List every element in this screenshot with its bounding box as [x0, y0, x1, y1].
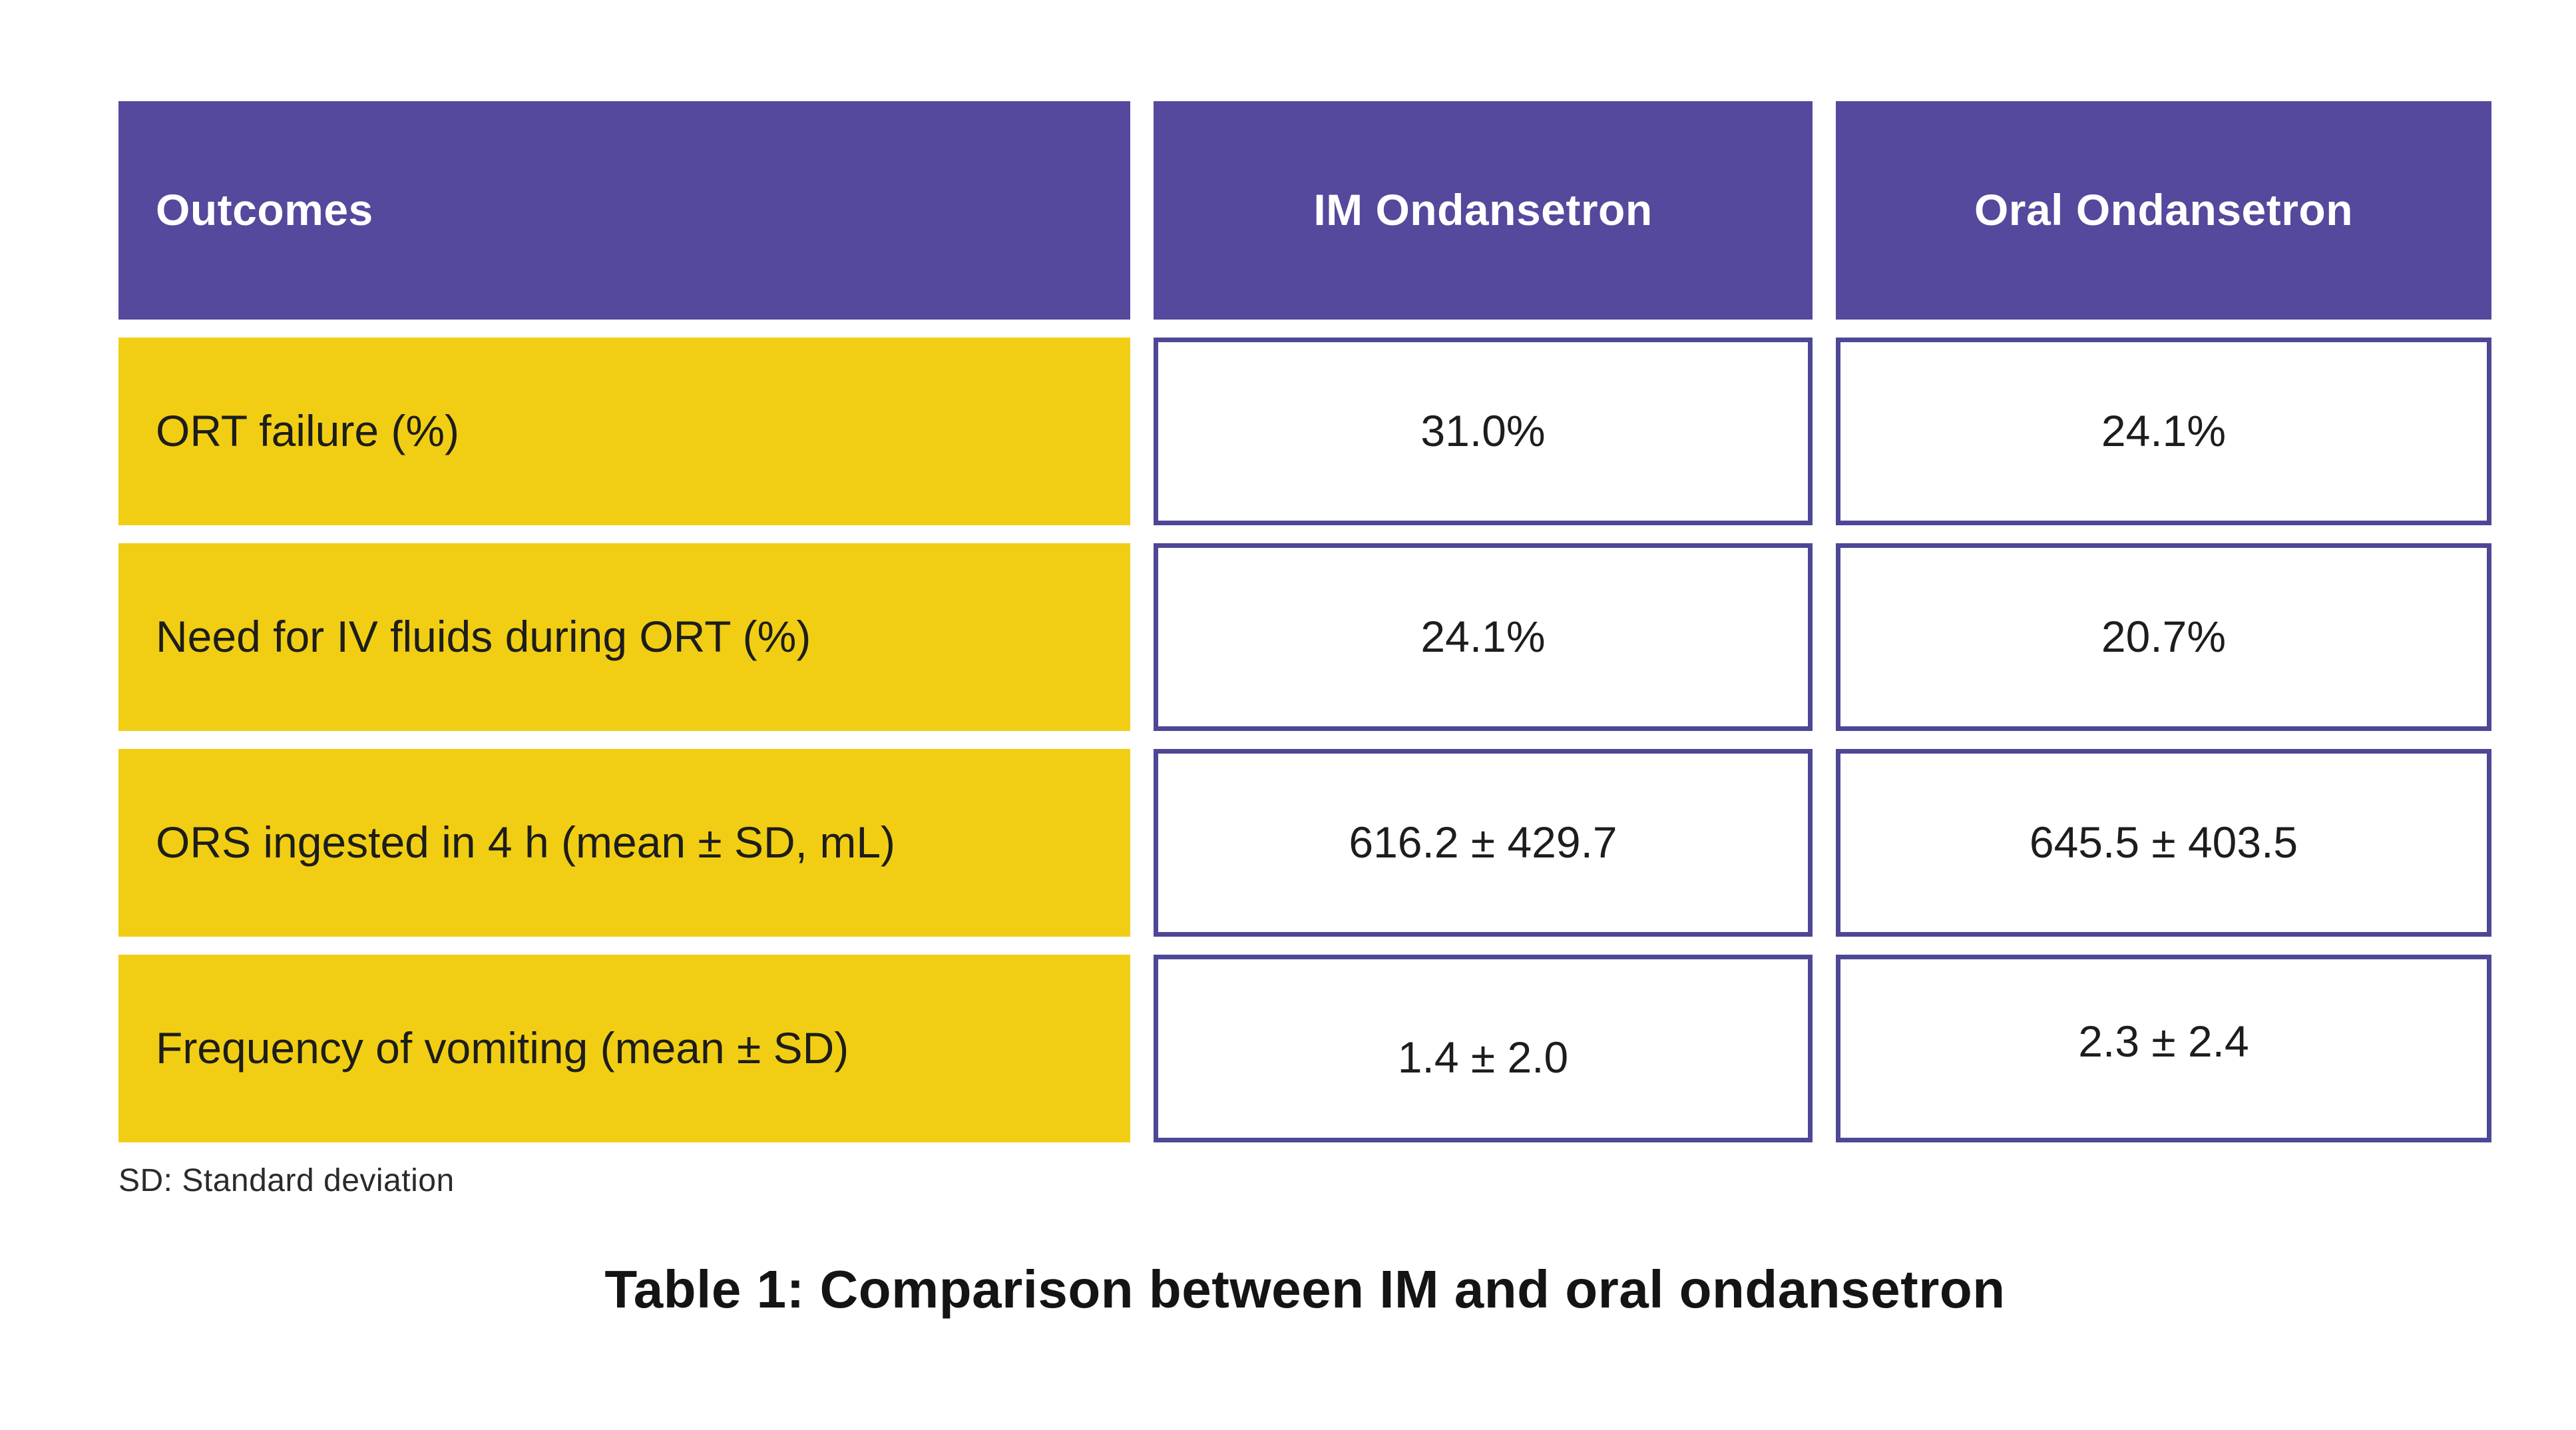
value-cell-im: 24.1% — [1154, 543, 1813, 731]
value-text: 24.1% — [1420, 612, 1546, 662]
row-label: Need for IV fluids during ORT (%) — [156, 612, 811, 662]
table-figure: Outcomes IM Ondansetron Oral Ondansetron… — [118, 101, 2491, 1320]
row-label-cell: ORT failure (%) — [118, 338, 1130, 525]
value-text: 31.0% — [1420, 406, 1546, 456]
value-cell-im: 1.4 ± 2.0 — [1154, 955, 1813, 1142]
value-text: 2.3 ± 2.4 — [2078, 1017, 2249, 1067]
value-cell-im: 31.0% — [1154, 338, 1813, 525]
value-cell-oral: 24.1% — [1836, 338, 2491, 525]
row-label-cell: Frequency of vomiting (mean ± SD) — [118, 955, 1130, 1142]
row-label: Frequency of vomiting (mean ± SD) — [156, 1023, 849, 1073]
value-cell-oral: 2.3 ± 2.4 — [1836, 955, 2491, 1142]
row-label-cell: ORS ingested in 4 h (mean ± SD, mL) — [118, 749, 1130, 937]
value-cell-oral: 20.7% — [1836, 543, 2491, 731]
header-outcomes-label: Outcomes — [156, 185, 373, 235]
header-cell-im: IM Ondansetron — [1154, 101, 1813, 320]
value-cell-im: 616.2 ± 429.7 — [1154, 749, 1813, 937]
value-text: 24.1% — [2101, 406, 2227, 456]
table-caption: Table 1: Comparison between IM and oral … — [604, 1260, 2006, 1319]
table-footnote: SD: Standard deviation — [118, 1163, 455, 1198]
value-text: 616.2 ± 429.7 — [1349, 818, 1617, 867]
row-label-cell: Need for IV fluids during ORT (%) — [118, 543, 1130, 731]
row-label: ORT failure (%) — [156, 406, 460, 456]
value-text: 20.7% — [2101, 612, 2227, 662]
value-cell-oral: 645.5 ± 403.5 — [1836, 749, 2491, 937]
comparison-table: Outcomes IM Ondansetron Oral Ondansetron… — [118, 101, 2491, 1142]
row-label: ORS ingested in 4 h (mean ± SD, mL) — [156, 818, 896, 867]
value-text: 1.4 ± 2.0 — [1397, 1033, 1569, 1082]
header-oral-label: Oral Ondansetron — [1974, 185, 2354, 235]
header-cell-oral: Oral Ondansetron — [1836, 101, 2491, 320]
header-cell-outcomes: Outcomes — [118, 101, 1130, 320]
header-im-label: IM Ondansetron — [1313, 185, 1653, 235]
value-text: 645.5 ± 403.5 — [2029, 818, 2298, 867]
